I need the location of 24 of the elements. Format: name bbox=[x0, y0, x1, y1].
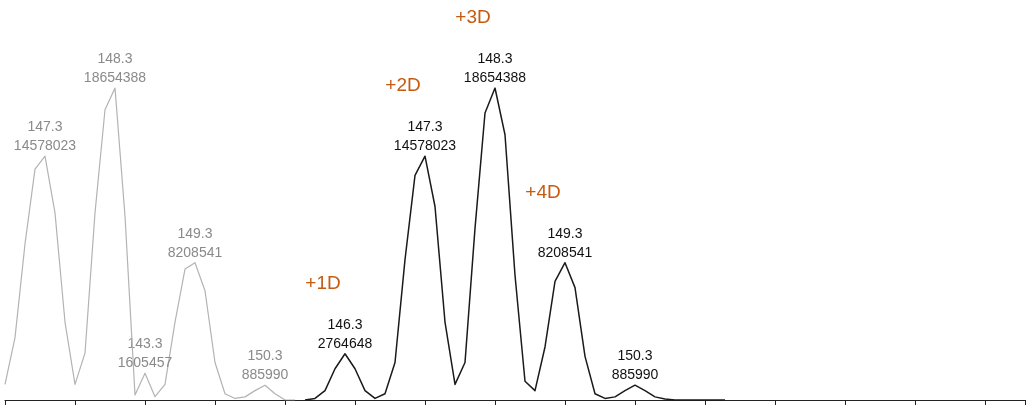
annotation: +2D bbox=[385, 74, 421, 96]
data-label: 885990 bbox=[241, 366, 289, 383]
data-label: 1605457 bbox=[117, 354, 173, 371]
data-label: 885990 bbox=[611, 366, 659, 383]
annotation: 150.3 bbox=[617, 347, 653, 364]
annotation: 149.3 bbox=[547, 224, 583, 241]
text: 148.3 bbox=[97, 50, 133, 66]
text: +3D bbox=[455, 6, 491, 27]
annotation: 143.3 bbox=[127, 335, 163, 352]
annotation: 146.3 bbox=[327, 315, 363, 332]
data-label: 18654388 bbox=[463, 69, 527, 85]
data-label: 14578023 bbox=[13, 137, 77, 154]
data-label: 2764648 bbox=[317, 334, 373, 351]
annotation: 147.3 bbox=[27, 118, 63, 135]
data-label: 14578023 bbox=[393, 137, 457, 154]
annotation: +4D bbox=[525, 180, 561, 202]
annotation: 147.3 bbox=[407, 118, 443, 135]
text: 148.3 bbox=[477, 50, 513, 66]
annotation: 150.3 bbox=[247, 347, 283, 364]
annotation: 149.3 bbox=[177, 224, 213, 241]
data-label: 8208541 bbox=[167, 243, 223, 260]
data-label: 18654388 bbox=[83, 69, 147, 85]
annotation: +1D bbox=[305, 271, 341, 293]
data-label: 8208541 bbox=[537, 243, 593, 260]
